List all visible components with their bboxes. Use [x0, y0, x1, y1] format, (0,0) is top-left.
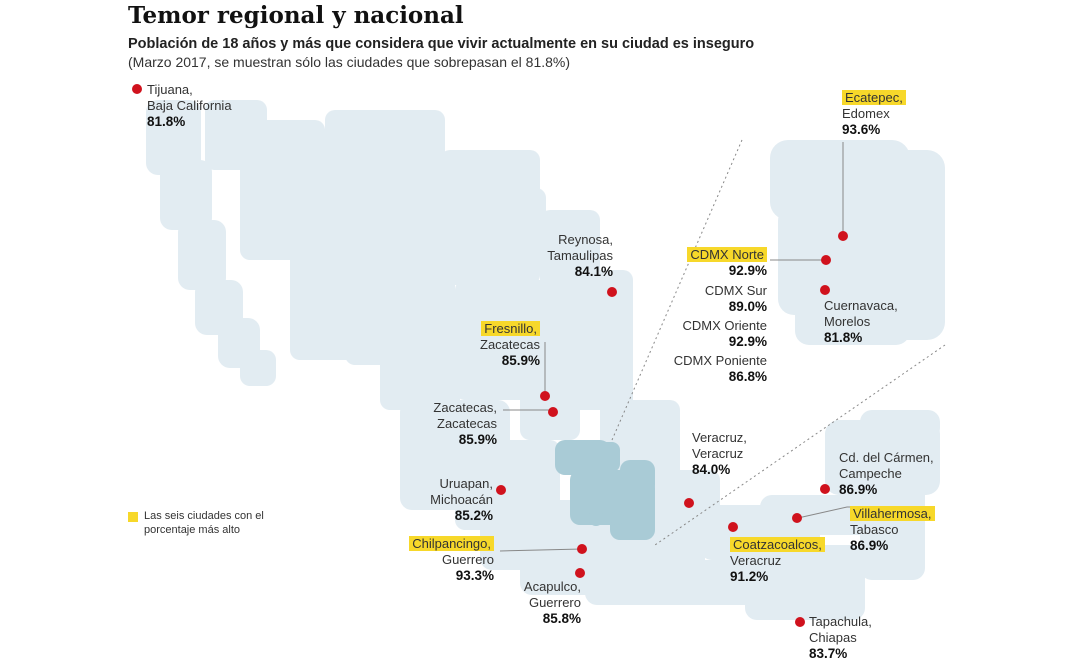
marker-tapachula — [795, 617, 805, 627]
marker-coatzacoalcos — [728, 522, 738, 532]
inset-guides — [611, 139, 946, 546]
marker-uruapan — [496, 485, 506, 495]
legend-text: Las seis ciudades con el porcentaje más … — [144, 510, 264, 536]
inset-map — [770, 140, 945, 345]
label-cuernavaca: Cuernavaca, Morelos 81.8% — [824, 298, 898, 345]
marker-cuernavaca — [820, 285, 830, 295]
label-tapachula: Tapachula, Chiapas 83.7% — [809, 614, 872, 661]
label-uruapan: Uruapan, Michoacán 85.2% — [430, 476, 493, 523]
label-reynosa: Reynosa, Tamaulipas 84.1% — [547, 232, 613, 279]
marker-acapulco — [575, 568, 585, 578]
marker-cd-carmen — [820, 484, 830, 494]
page-title: Temor regional y nacional — [128, 2, 464, 29]
label-fresnillo: Fresnillo, Zacatecas 85.9% — [480, 321, 540, 368]
label-tijuana: Tijuana, Baja California 81.8% — [147, 82, 232, 129]
label-cdmx-norte: CDMX Norte 92.9% — [660, 247, 767, 279]
label-coatzacoalcos: Coatzacoalcos, Veracruz 91.2% — [730, 537, 825, 585]
page-subtitle: Población de 18 años y más que considera… — [128, 36, 755, 52]
marker-reynosa — [607, 287, 617, 297]
marker-tijuana — [132, 84, 142, 94]
marker-veracruz — [684, 498, 694, 508]
label-cdmx-oriente: CDMX Oriente 92.9% — [682, 318, 767, 349]
legend-swatch — [128, 512, 138, 522]
legend: Las seis ciudades con el porcentaje más … — [128, 509, 294, 537]
label-chilpancingo: Chilpancingo, Guerrero 93.3% — [394, 536, 494, 584]
page-note: (Marzo 2017, se muestran sólo las ciudad… — [128, 54, 571, 70]
marker-ecatepec — [838, 231, 848, 241]
central-region — [555, 440, 655, 540]
label-cdmx-poniente: CDMX Poniente 86.8% — [673, 353, 767, 384]
marker-zacatecas — [548, 407, 558, 417]
label-cdmx-sur: CDMX Sur 89.0% — [704, 283, 767, 314]
label-ecatepec: Ecatepec, Edomex 93.6% — [842, 90, 906, 138]
marker-chilpancingo — [577, 544, 587, 554]
marker-cdmx-norte — [821, 255, 831, 265]
city-markers — [132, 84, 848, 627]
marker-fresnillo — [540, 391, 550, 401]
label-zacatecas: Zacatecas, Zacatecas 85.9% — [433, 400, 497, 447]
label-villahermosa: Villahermosa, Tabasco 86.9% — [850, 506, 935, 554]
label-cd-carmen: Cd. del Cármen, Campeche 86.9% — [839, 450, 934, 497]
label-acapulco: Acapulco, Guerrero 85.8% — [523, 579, 581, 626]
marker-villahermosa — [792, 513, 802, 523]
label-veracruz: Veracruz, Veracruz 84.0% — [692, 430, 747, 477]
